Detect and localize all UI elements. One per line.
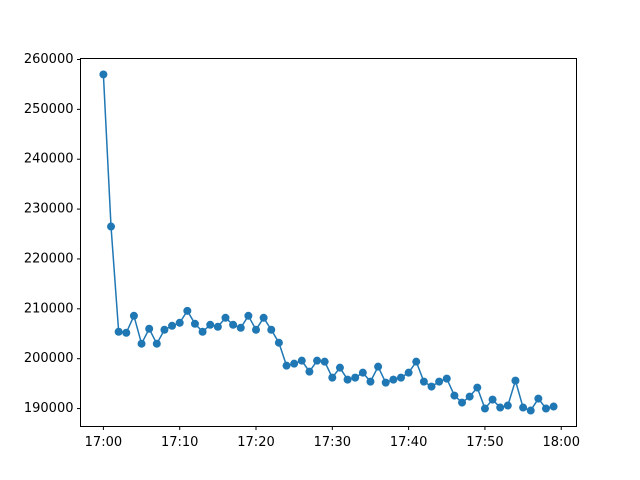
marker <box>190 319 199 328</box>
x-tick-label: 17:50 <box>466 435 503 450</box>
axes-frame <box>80 58 577 427</box>
marker <box>496 403 505 412</box>
marker <box>465 392 474 401</box>
marker <box>290 359 299 368</box>
marker <box>122 328 131 337</box>
marker <box>107 222 116 231</box>
x-tick-label: 17:30 <box>314 435 351 450</box>
marker <box>541 404 550 413</box>
marker <box>168 321 177 330</box>
marker <box>137 339 146 348</box>
marker <box>114 327 123 336</box>
marker <box>305 367 314 376</box>
y-tick-label: 200000 <box>24 351 74 366</box>
marker <box>404 368 413 377</box>
marker <box>503 401 512 410</box>
marker <box>244 311 253 320</box>
marker <box>366 377 375 386</box>
marker <box>320 357 329 366</box>
marker <box>381 378 390 387</box>
marker <box>313 356 322 365</box>
marker <box>160 325 169 334</box>
marker <box>252 325 261 334</box>
marker <box>450 391 459 400</box>
marker <box>549 402 558 411</box>
marker <box>526 406 535 415</box>
marker <box>213 322 222 331</box>
marker <box>427 382 436 391</box>
marker <box>351 373 360 382</box>
x-tick-label: 17:10 <box>161 435 198 450</box>
marker <box>343 375 352 384</box>
marker <box>412 357 421 366</box>
marker <box>221 313 230 322</box>
marker <box>389 375 398 384</box>
marker <box>236 323 245 332</box>
marker <box>152 339 161 348</box>
marker <box>442 374 451 383</box>
x-tick-label: 17:40 <box>390 435 427 450</box>
marker <box>519 403 528 412</box>
marker <box>282 361 291 370</box>
marker <box>297 356 306 365</box>
marker <box>488 395 497 404</box>
marker <box>145 324 154 333</box>
y-tick-label: 220000 <box>24 251 74 266</box>
x-tick-label: 17:00 <box>85 435 122 450</box>
y-tick-label: 260000 <box>24 52 74 67</box>
marker <box>175 318 184 327</box>
marker <box>419 377 428 386</box>
marker <box>534 394 543 403</box>
y-tick-label: 230000 <box>24 202 74 217</box>
x-tick-label: 17:20 <box>237 435 274 450</box>
y-tick-label: 190000 <box>24 401 74 416</box>
x-tick-label: 18:00 <box>543 435 580 450</box>
marker <box>396 373 405 382</box>
marker <box>274 338 283 347</box>
marker <box>480 404 489 413</box>
marker <box>206 320 215 329</box>
marker <box>259 313 268 322</box>
marker <box>435 377 444 386</box>
y-tick-label: 210000 <box>24 301 74 316</box>
marker <box>358 368 367 377</box>
marker <box>335 363 344 372</box>
marker <box>458 398 467 407</box>
marker <box>183 306 192 315</box>
marker <box>267 325 276 334</box>
marker <box>374 362 383 371</box>
line <box>102 74 554 412</box>
marker <box>511 376 520 385</box>
marker <box>129 311 138 320</box>
marker <box>328 373 337 382</box>
marker <box>198 327 207 336</box>
y-tick-label: 250000 <box>24 102 74 117</box>
marker <box>229 320 238 329</box>
marker <box>473 383 482 392</box>
marker <box>99 70 108 79</box>
y-tick-label: 240000 <box>24 152 74 167</box>
